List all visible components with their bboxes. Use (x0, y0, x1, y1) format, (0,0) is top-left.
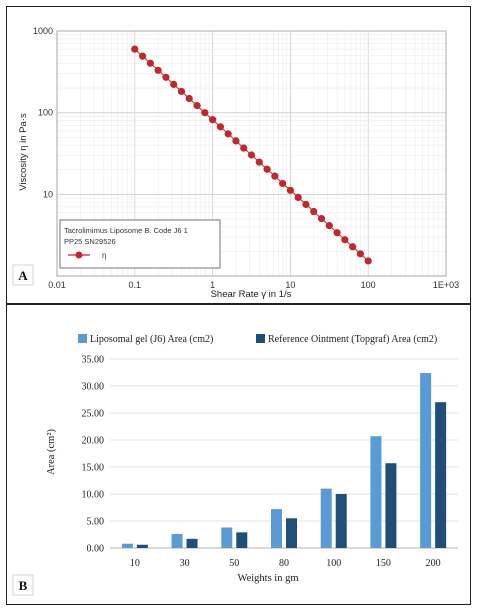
y-tick-label: 20.00 (82, 436, 105, 447)
x-axis-label-a: Shear Rate γ̇ in 1/s (211, 289, 292, 300)
x-tick-label: 200 (426, 558, 441, 569)
x-axis-label-b: Weights in gm (238, 573, 299, 584)
x-tick-label: 0.1 (129, 280, 142, 290)
bar-liposomal-gel (271, 509, 282, 548)
y-tick-label: 10.00 (82, 490, 105, 501)
bar-reference-ointment (136, 544, 148, 548)
legend-a: Tacrolimimus Liposome B. Code J6 1 PP25 … (59, 219, 221, 269)
legend-marker-a (75, 251, 83, 259)
x-tick-label: 1E+03 (433, 280, 459, 290)
x-tick-label: 50 (229, 558, 239, 569)
panel-b-letter-box (12, 574, 34, 596)
data-point (279, 179, 287, 188)
legend-symbol-a: η (102, 251, 106, 260)
data-point (216, 123, 224, 131)
y-tick-label: 25.00 (82, 409, 105, 420)
data-point (263, 165, 271, 173)
data-point (232, 137, 240, 145)
data-point (302, 200, 310, 209)
data-point (201, 109, 209, 117)
data-point (162, 73, 170, 81)
bar-liposomal-gel (221, 527, 233, 548)
data-point (333, 229, 341, 237)
bar-reference-ointment (435, 402, 447, 548)
bar-reference-ointment (186, 538, 198, 548)
y-axis-label-b: Area (cm²) (46, 429, 57, 475)
data-point (294, 193, 302, 202)
data-point (209, 116, 217, 124)
data-point (271, 172, 279, 180)
panel-a-letter: A (18, 268, 28, 283)
data-point (154, 66, 162, 74)
x-ticks-a: 0.01 0.1 1 10 100 1E+03 (48, 280, 459, 290)
bar-liposomal-gel (320, 488, 332, 548)
bar-reference-ointment (236, 532, 248, 548)
data-point (349, 243, 357, 251)
legend-label-series2: Reference Ointment (Topgraf) Area (cm2) (268, 334, 437, 345)
x-tick-label: 80 (279, 558, 289, 569)
plot-area-a (56, 30, 447, 277)
panel-divider (6, 303, 471, 305)
data-point (356, 250, 365, 258)
x-ticks-b: 10 30 50 80 100 150 200 (130, 558, 441, 569)
data-point (341, 236, 349, 244)
data-point (286, 186, 294, 194)
legend-label-series1: Liposomal gel (J6) Area (cm2) (90, 334, 213, 345)
bar-reference-ointment (286, 518, 297, 548)
data-point (170, 80, 178, 88)
y-tick-label: 5.00 (87, 517, 105, 528)
bar-reference-ointment (335, 494, 347, 548)
legend-box-a (59, 219, 221, 269)
data-point (240, 144, 248, 152)
bar-reference-ointment (385, 463, 397, 548)
y-tick-label: 15.00 (82, 463, 105, 474)
legend-b: Liposomal gel (J6) Area (cm2) Reference … (78, 334, 437, 345)
data-point (146, 59, 154, 67)
bar-liposomal-gel (121, 543, 133, 548)
x-tick-label: 30 (180, 558, 190, 569)
y-ticks-b: 0.00 5.00 10.00 15.00 20.00 25.00 30.00 35.00 (82, 355, 105, 555)
data-point (310, 207, 318, 216)
series-points-a (131, 45, 372, 265)
data-point (177, 87, 186, 96)
x-tick-label: 100 (326, 558, 341, 569)
bars-b (121, 373, 447, 548)
x-tick-label: 10 (285, 280, 295, 290)
data-point (185, 94, 193, 103)
bar-liposomal-gel (370, 436, 382, 548)
data-point (193, 102, 201, 110)
data-point (364, 257, 372, 265)
data-point (317, 214, 326, 223)
x-tick-label: 1 (210, 280, 215, 290)
legend-swatch-series1 (78, 334, 87, 343)
y-tick-label: 10 (43, 189, 53, 199)
legend-line1-a: Tacrolimimus Liposome B. Code J6 1 (64, 226, 188, 235)
data-point (131, 45, 139, 53)
data-point (224, 130, 232, 138)
x-tick-label: 150 (376, 558, 391, 569)
bar-liposomal-gel (420, 373, 432, 548)
y-tick-label: 100 (38, 108, 53, 118)
legend-swatch-series2 (256, 334, 265, 343)
x-tick-label: 0.01 (48, 280, 66, 290)
bar-liposomal-gel (171, 533, 183, 548)
data-point (255, 158, 263, 166)
y-tick-label: 0.00 (87, 544, 105, 555)
data-point (247, 151, 256, 159)
y-tick-label: 35.00 (82, 355, 105, 366)
y-tick-label: 1000 (33, 26, 53, 36)
y-axis-label-a: Viscosity η in Pa·s (18, 113, 29, 191)
y-ticks-a: 1000 100 10 (33, 26, 53, 199)
panel-a-letter-box (12, 264, 34, 286)
grid-b (110, 358, 458, 549)
panel-b-letter: B (19, 578, 28, 593)
legend-line2-a: PP25 SN29526 (64, 237, 116, 246)
data-point (325, 222, 333, 230)
y-tick-label: 30.00 (82, 382, 105, 393)
x-tick-label: 10 (130, 558, 140, 569)
data-point (138, 52, 147, 60)
x-tick-label: 100 (361, 280, 376, 290)
